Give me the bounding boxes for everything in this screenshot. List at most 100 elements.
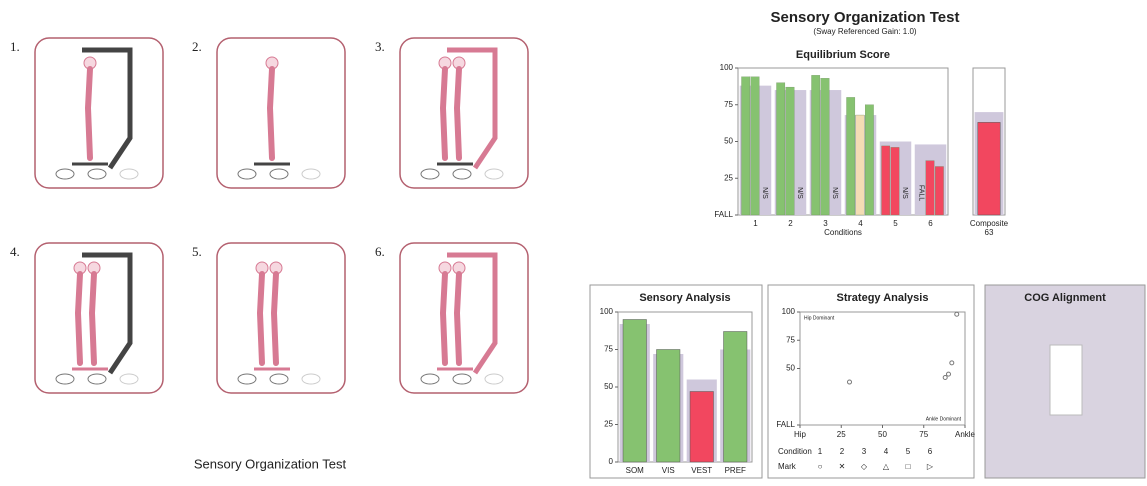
bar: [656, 349, 681, 463]
y-tick-label: FALL: [776, 420, 795, 429]
point: [847, 379, 852, 385]
y-tick-label: 25: [724, 173, 733, 182]
body: [88, 271, 97, 366]
panel-number: 5.: [192, 244, 202, 259]
category-label: VIS: [662, 466, 675, 475]
bar: [925, 160, 935, 216]
sense-icon: [452, 168, 472, 180]
y-tick-label: 25: [604, 420, 613, 429]
y-tick-label: 50: [786, 364, 795, 373]
sense-icon: [420, 168, 440, 180]
legend-item: 4: [884, 447, 889, 456]
legend-mark: ◇: [861, 462, 868, 471]
value-label: N/S: [831, 187, 838, 199]
x-tick-label: Hip: [794, 430, 807, 439]
cog-title: COG Alignment: [1024, 292, 1106, 304]
y-tick-label: 0: [609, 457, 614, 466]
surround: [82, 47, 133, 170]
y-tick-label: 100: [782, 307, 796, 316]
legend-mark: □: [906, 462, 911, 471]
bar: [820, 78, 830, 216]
category-label: 3: [823, 219, 828, 228]
x-axis-label: Conditions: [824, 228, 862, 237]
caption: Sensory Organization Test: [194, 456, 347, 471]
panel-number: 1.: [10, 39, 20, 54]
point: [946, 371, 951, 377]
body: [74, 271, 83, 366]
bar: [881, 145, 891, 216]
annotation: Ankle Dominant: [926, 416, 962, 422]
value-label: N/S: [796, 187, 803, 199]
cog-window: [1049, 344, 1083, 416]
y-tick-label: 100: [600, 307, 614, 316]
bar: [855, 114, 865, 216]
sense-icon: [269, 373, 289, 385]
x-tick-label: Ankle: [955, 430, 976, 439]
panel-number: 6.: [375, 244, 385, 259]
sense-icon: [484, 168, 504, 180]
plot-area: [799, 311, 966, 426]
x-tick-label: 25: [837, 430, 846, 439]
bar: [785, 86, 795, 216]
legend-title: Condition: [778, 447, 812, 456]
sense-icon: [269, 168, 289, 180]
panel-number: 3.: [375, 39, 385, 54]
chart-title: Sensory Analysis: [639, 292, 730, 304]
body: [453, 271, 462, 366]
legend-item: 5: [906, 447, 911, 456]
subtitle: (Sway Referenced Gain: 1.0): [813, 27, 916, 36]
category-label: 5: [893, 219, 898, 228]
legend-title: Mark: [778, 462, 797, 471]
sense-icon: [452, 373, 472, 385]
sense-icon: [87, 168, 107, 180]
y-tick-label: 75: [786, 335, 795, 344]
surround: [447, 47, 498, 170]
panel-number: 2.: [192, 39, 202, 54]
x-tick-label: 50: [878, 430, 887, 439]
body: [439, 271, 448, 366]
body: [256, 271, 265, 366]
body: [453, 66, 462, 161]
surround: [82, 252, 133, 375]
y-tick-label: 75: [604, 345, 613, 354]
bar: [723, 331, 748, 463]
y-tick-label: 100: [720, 63, 734, 72]
bar: [689, 391, 714, 463]
sense-icon: [55, 373, 75, 385]
bar: [977, 122, 1001, 216]
legend-item: 3: [862, 447, 867, 456]
legend-mark: ✕: [839, 462, 846, 471]
bar: [846, 97, 856, 216]
value-label: FALL: [917, 185, 924, 201]
sense-icon: [301, 168, 321, 180]
body: [266, 66, 275, 161]
bar: [741, 76, 751, 216]
sense-icon: [237, 373, 257, 385]
value-label: N/S: [901, 187, 908, 199]
category-label: PREF: [725, 466, 746, 475]
sense-icon: [301, 373, 321, 385]
y-tick-label: 50: [604, 382, 613, 391]
chart-title: Equilibrium Score: [796, 49, 890, 61]
legend-mark: ○: [818, 462, 823, 471]
annotation: Hip Dominant: [804, 315, 835, 321]
sense-icon: [87, 373, 107, 385]
chart-title: Strategy Analysis: [837, 292, 929, 304]
bar: [750, 76, 760, 216]
category-label: 1: [753, 219, 758, 228]
sense-icon: [119, 168, 139, 180]
value-label: N/S: [761, 187, 768, 199]
panel-box: [216, 242, 346, 394]
sense-icon: [484, 373, 504, 385]
sense-icon: [237, 168, 257, 180]
point: [942, 375, 948, 381]
sense-icon: [55, 168, 75, 180]
y-tick-label: 50: [724, 137, 733, 146]
category-label: VEST: [691, 466, 712, 475]
category-label: 6: [928, 219, 933, 228]
category-label: 2: [788, 219, 793, 228]
y-tick-label: 75: [724, 100, 733, 109]
bar: [622, 319, 647, 463]
surround: [447, 252, 498, 375]
